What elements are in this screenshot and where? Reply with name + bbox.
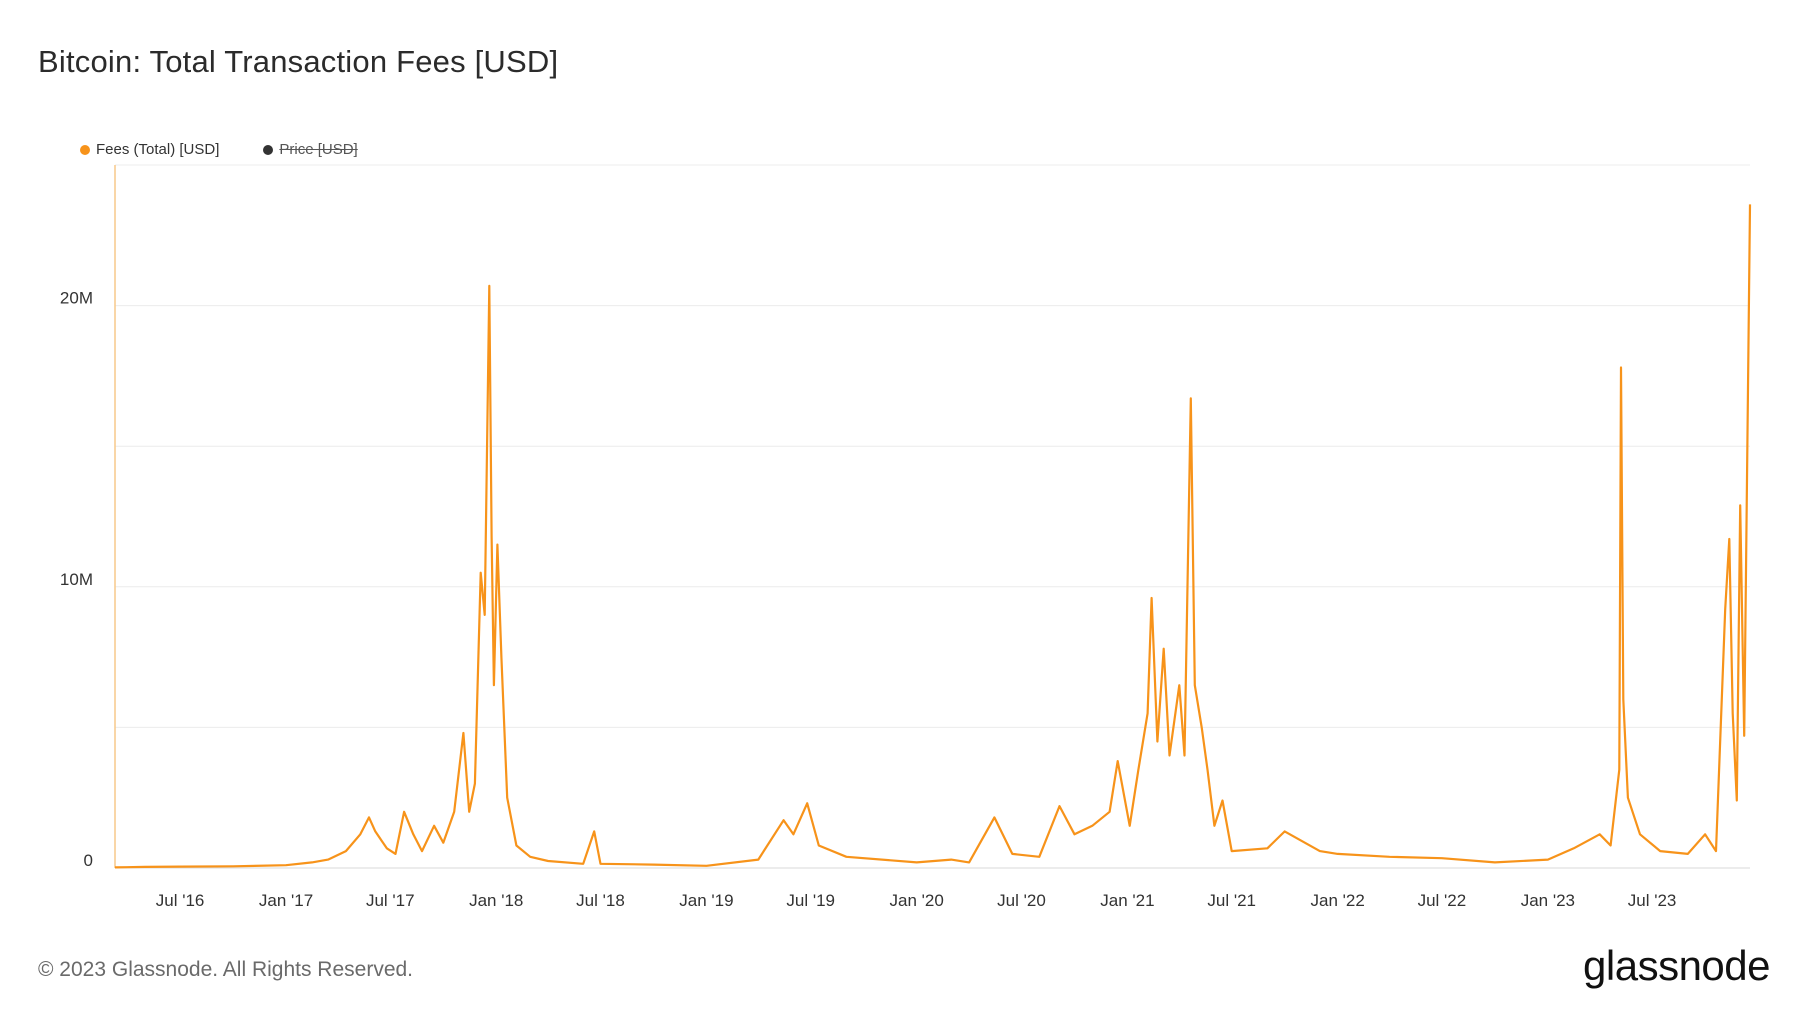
legend-label-fees: Fees (Total) [USD] bbox=[96, 141, 220, 158]
series-line-fees bbox=[114, 204, 1752, 869]
x-tick-label: Jul '21 bbox=[1207, 891, 1256, 910]
x-tick-label: Jan '19 bbox=[679, 891, 733, 910]
legend-item-price[interactable]: Price [USD] bbox=[263, 141, 358, 158]
legend-dot-fees bbox=[80, 144, 90, 155]
x-tick-label: Jan '18 bbox=[469, 891, 523, 910]
y-tick-label: 10M bbox=[60, 570, 93, 589]
x-tick-label: Jan '21 bbox=[1100, 891, 1154, 910]
legend-item-fees[interactable]: Fees (Total) [USD] bbox=[80, 141, 219, 158]
x-tick-label: Jul '22 bbox=[1418, 891, 1467, 910]
chart-legend: Fees (Total) [USD] Price [USD] bbox=[80, 141, 358, 158]
y-tick-label: 0 bbox=[84, 851, 93, 870]
legend-dot-price bbox=[263, 144, 274, 155]
x-tick-label: Jul '19 bbox=[786, 891, 835, 910]
x-tick-label: Jan '20 bbox=[890, 891, 944, 910]
x-tick-label: Jul '17 bbox=[366, 891, 415, 910]
chart-title: Bitcoin: Total Transaction Fees [USD] bbox=[38, 44, 559, 79]
x-tick-label: Jan '22 bbox=[1311, 891, 1365, 910]
y-tick-label: 20M bbox=[60, 289, 93, 308]
x-tick-label: Jan '23 bbox=[1521, 891, 1575, 910]
legend-label-price: Price [USD] bbox=[279, 141, 358, 158]
x-tick-label: Jul '23 bbox=[1628, 891, 1677, 910]
x-tick-label: Jul '16 bbox=[156, 891, 205, 910]
x-tick-label: Jul '20 bbox=[997, 891, 1046, 910]
copyright-text: © 2023 Glassnode. All Rights Reserved. bbox=[38, 958, 414, 981]
glassnode-logo: glassnode bbox=[1583, 942, 1770, 989]
x-tick-label: Jan '17 bbox=[259, 891, 313, 910]
x-tick-label: Jul '18 bbox=[576, 891, 625, 910]
